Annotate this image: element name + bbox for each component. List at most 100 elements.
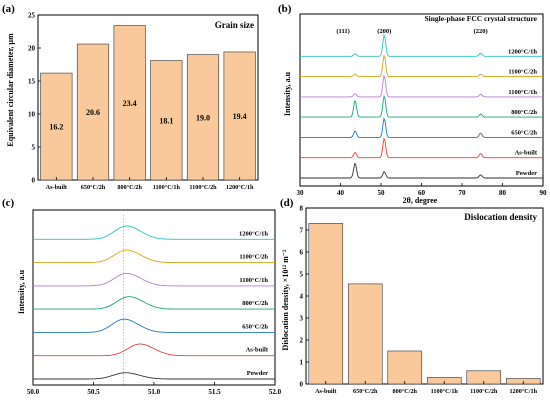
panel-d-ylabel: Dislocation density, ×10¹² m⁻² [281, 249, 290, 350]
x-tick-label: 51.5 [208, 388, 221, 396]
x-tick-label: 30 [297, 189, 305, 197]
panel-c-ylabel: Intensity, a.u [17, 269, 26, 314]
bar [186, 54, 220, 181]
y-tick-label: 0 [32, 177, 36, 185]
bar [308, 223, 344, 385]
x-tick-label: 80 [499, 189, 507, 197]
series-label: 800°C/2h [511, 109, 537, 116]
bar [76, 43, 110, 181]
xrd-series-line [300, 53, 543, 78]
peak-series-line [33, 343, 275, 357]
bar-value-label: 23.4 [123, 99, 137, 108]
x-tick-label: 50 [378, 189, 386, 197]
y-tick-label: 25 [28, 12, 36, 20]
bar [113, 25, 146, 181]
peak-series-line [33, 318, 275, 333]
panel-b-label: (b) [278, 3, 292, 15]
panel-b-plot: 30 40 50 60 70 80 90 (111) (200) (220) Powder As-bu… [297, 13, 548, 197]
series-label: As-built [246, 347, 269, 354]
series-label: 650°C/2h [511, 129, 537, 136]
x-category-label: 1200°C/1h [226, 184, 254, 191]
peak-series-line [33, 372, 275, 380]
bar-value-label: 19.4 [233, 112, 247, 121]
series-label: As-built [515, 150, 538, 157]
x-category-label: As-built [46, 184, 68, 191]
y-tick-label: 0 [300, 381, 304, 389]
xrd-series-line [300, 116, 543, 138]
series-label: 1100°C/2h [508, 69, 537, 76]
panel-a-title: Grain size [215, 20, 254, 30]
bar [150, 60, 183, 181]
panel-d-plot: 0 1 2 3 4 5 6 7 8 As-built 650°C/2h 800°C/2h 1100°C/… [300, 205, 544, 395]
peak-series-line [33, 249, 275, 264]
bar [40, 72, 73, 181]
series-label: Powder [247, 370, 268, 377]
y-tick-label: 10 [28, 111, 36, 119]
bar [347, 283, 383, 385]
peak-index-label: (200) [377, 28, 391, 35]
panel-b-xlabel: 2θ, degree [403, 196, 438, 205]
series-label: 1100°C/1h [508, 89, 537, 96]
peak-series-line [33, 296, 275, 310]
x-category-label: As-built [315, 388, 337, 395]
peak-series-line [33, 272, 275, 287]
bar-value-label: 20.6 [86, 108, 100, 117]
panel-a-plot: 0 5 10 15 20 25 As-built 16.2 650°C/2h 20.6 800°C/… [28, 12, 259, 191]
x-tick-label: 60 [418, 189, 426, 197]
panel-d-title: Dislocation density [464, 212, 537, 222]
y-tick-label: 8 [300, 205, 304, 213]
peak-index-label: (111) [336, 28, 349, 35]
xrd-series-line [300, 33, 543, 57]
series-label: 650°C/2h [242, 323, 268, 330]
xrd-series-line [300, 162, 543, 179]
panel-b-frame [299, 13, 544, 187]
panel-a-frame [37, 14, 259, 181]
panel-d-label: (d) [280, 197, 294, 209]
bar [223, 51, 256, 181]
y-tick-label: 4 [300, 293, 304, 301]
x-tick-label: 50.5 [87, 388, 100, 396]
xrd-series-line [300, 74, 543, 98]
xrd-series-line [300, 94, 543, 118]
y-tick-label: 5 [300, 271, 304, 279]
x-category-label: 800°C/2h [117, 184, 142, 191]
series-label: 1100°C/1h [239, 277, 268, 284]
x-category-label: 1100°C/2h [189, 184, 217, 191]
y-tick-label: 5 [32, 144, 36, 152]
panel-a-label: (a) [2, 3, 15, 15]
x-category-label: 800°C/2h [393, 388, 418, 395]
x-tick-label: 52.0 [269, 388, 282, 396]
bar [387, 350, 423, 385]
x-category-label: 1100°C/1h [431, 388, 459, 395]
series-label: 1100°C/2h [239, 254, 268, 261]
panel-a-ylabel: Equivalent circular diameter, μm [6, 33, 15, 147]
peak-series-line [33, 225, 275, 240]
x-tick-label: 50.0 [27, 388, 40, 396]
x-category-label: 1100°C/1h [153, 184, 181, 191]
x-category-label: 1100°C/2h [470, 388, 498, 395]
y-tick-label: 3 [300, 315, 304, 323]
panel-b-title: Single-phase FCC crystal structure [424, 14, 537, 23]
series-label: 800°C/2h [242, 300, 268, 307]
x-category-label: 650°C/2h [81, 184, 106, 191]
bar-value-label: 18.1 [159, 116, 173, 125]
x-tick-label: 51.0 [148, 388, 161, 396]
panel-c-plot: 50.0 50.5 51.0 51.5 52.0 Powder As-built 650°C/… [27, 209, 282, 396]
y-tick-label: 7 [300, 227, 304, 235]
bar-value-label: 19.0 [196, 113, 210, 122]
panel-b-ylabel: Intensity, a.u [283, 71, 292, 116]
y-tick-label: 15 [28, 78, 36, 86]
peak-index-label: (220) [474, 28, 488, 35]
x-tick-label: 40 [337, 189, 345, 197]
xrd-series-line [300, 137, 543, 159]
y-tick-label: 1 [300, 359, 304, 367]
y-tick-label: 6 [300, 249, 304, 257]
x-category-label: 650°C/2h [353, 388, 378, 395]
series-label: 1200°C/1h [239, 230, 268, 237]
x-category-label: 1200°C/1h [509, 388, 537, 395]
x-tick-label: 90 [540, 189, 548, 197]
x-tick-label: 70 [459, 189, 467, 197]
series-label: 1200°C/1h [508, 48, 537, 55]
bar-value-label: 16.2 [49, 123, 63, 132]
